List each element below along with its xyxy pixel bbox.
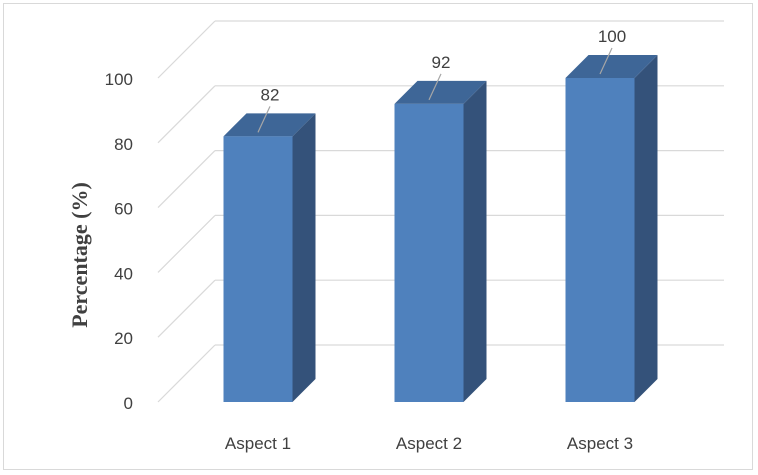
y-tick-label: 20 xyxy=(114,329,133,348)
data-label-leader xyxy=(428,73,442,101)
y-tick-label: 80 xyxy=(114,135,133,154)
x-category-label: Aspect 3 xyxy=(567,434,633,453)
bar-side-face xyxy=(634,55,658,402)
gridline-diagonal xyxy=(157,85,216,144)
y-tick-label: 100 xyxy=(105,70,133,89)
x-category-label: Aspect 1 xyxy=(225,434,291,453)
bars xyxy=(223,55,658,403)
gridline-diagonal xyxy=(157,20,216,79)
bar-top-face xyxy=(565,55,658,78)
data-label: 92 xyxy=(432,53,451,72)
data-label-leader xyxy=(599,47,613,75)
data-label: 100 xyxy=(598,27,626,46)
bar-side-face xyxy=(463,80,487,403)
bar-side-face xyxy=(292,113,316,402)
bar-front-face xyxy=(394,103,464,403)
bar-top-face xyxy=(223,113,316,137)
bar-2 xyxy=(394,80,487,403)
bar-1 xyxy=(223,113,316,402)
y-axis-title: Percentage (%) xyxy=(67,182,92,328)
y-tick-label: 40 xyxy=(114,264,133,283)
y-axis-ticks: 0 20 40 60 80 100 xyxy=(105,70,133,413)
data-label-leader xyxy=(257,106,271,133)
bar-3 xyxy=(565,55,658,402)
bar-front-face xyxy=(565,78,635,402)
bar-front-face xyxy=(223,136,293,402)
gridline-diagonal xyxy=(157,344,216,403)
y-tick-label: 0 xyxy=(124,394,133,413)
gridline-diagonal xyxy=(157,150,216,209)
bar-top-face xyxy=(394,80,487,104)
x-axis-categories: Aspect 1 Aspect 2 Aspect 3 xyxy=(225,434,633,453)
gridline-diagonal xyxy=(157,214,216,273)
data-labels: 82 92 100 xyxy=(257,27,626,133)
gridline-diagonal xyxy=(157,279,216,338)
x-category-label: Aspect 2 xyxy=(396,434,462,453)
data-label: 82 xyxy=(261,85,280,104)
y-tick-label: 60 xyxy=(114,200,133,219)
